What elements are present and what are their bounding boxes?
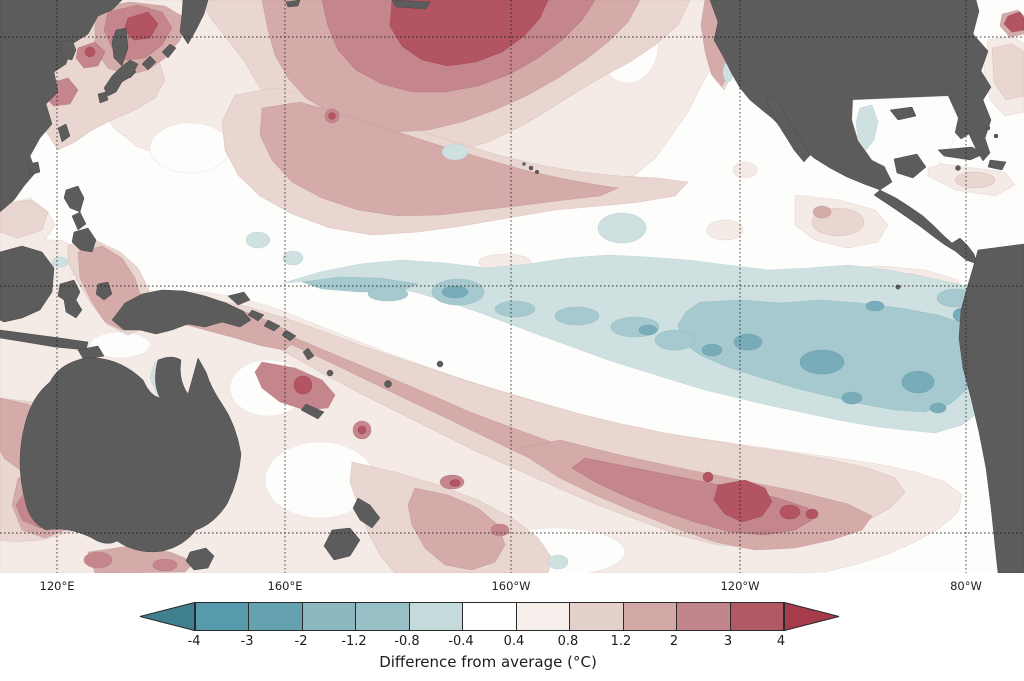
cool-anomaly-dark-layer <box>441 285 972 414</box>
colorbar-tick: -2 <box>294 634 308 649</box>
land-borneo <box>0 245 55 323</box>
colorbar-tick: 0.8 <box>557 634 579 649</box>
colorbar-tick: -0.8 <box>394 634 420 649</box>
colorbar-segment <box>302 603 357 630</box>
land-aleutians <box>391 0 431 10</box>
land-sakhalin <box>111 27 129 67</box>
land-new-caledonia <box>300 403 325 420</box>
colorbar-tick: 2 <box>669 634 679 649</box>
graticule <box>0 0 1024 573</box>
colorbar-tick: 1.2 <box>610 634 632 649</box>
colorbar-segment <box>196 603 250 630</box>
colorbar-tick: -1.2 <box>341 634 367 649</box>
colorbar-body <box>195 602 784 631</box>
land-japan <box>103 59 139 97</box>
land-galapagos <box>895 284 901 290</box>
map-area <box>0 0 1024 577</box>
x-axis-label-120e: 120°E <box>39 579 75 593</box>
land-hawaii <box>528 165 534 171</box>
colorbar-tick: -4 <box>187 634 201 649</box>
colorbar-segment <box>730 603 783 630</box>
land-cuba <box>937 146 985 161</box>
colorbar-segment <box>570 603 624 630</box>
land-yucatan <box>893 153 927 179</box>
x-axis-label-80w: 80°W <box>950 579 982 593</box>
land-new-guinea <box>111 289 252 335</box>
colorbar-right-arrow <box>784 602 840 631</box>
colorbar-tick: -0.4 <box>448 634 474 649</box>
land-tasmania <box>185 547 215 571</box>
x-axis-label-160w: 160°W <box>491 579 531 593</box>
colorbar <box>139 602 840 631</box>
land-new-zealand <box>352 497 381 529</box>
colorbar-tick: 3 <box>723 634 733 649</box>
colorbar-segment <box>249 603 303 630</box>
land-asia <box>0 0 123 213</box>
land-taiwan <box>57 123 71 143</box>
colorbar-segment <box>677 603 731 630</box>
land-korea <box>59 39 77 61</box>
colorbar-segment <box>409 603 464 630</box>
x-axis-label-160e: 160°E <box>267 579 303 593</box>
pacific-anomaly-map <box>0 0 1024 577</box>
land-australia <box>19 356 242 553</box>
colorbar-tick: -3 <box>240 634 254 649</box>
land-baja-california <box>765 94 811 163</box>
colorbar-tick: 0.4 <box>503 634 525 649</box>
map-land <box>0 0 1024 574</box>
colorbar-tick: 4 <box>776 634 786 649</box>
colorbar-segment <box>356 603 410 630</box>
colorbar-segment <box>463 603 517 630</box>
colorbar-segment <box>623 603 678 630</box>
colorbar-left-arrow <box>139 602 195 631</box>
colorbar-segment <box>516 603 571 630</box>
colorbar-label: Difference from average (°C) <box>379 653 597 671</box>
x-axis-label-120w: 120°W <box>720 579 760 593</box>
